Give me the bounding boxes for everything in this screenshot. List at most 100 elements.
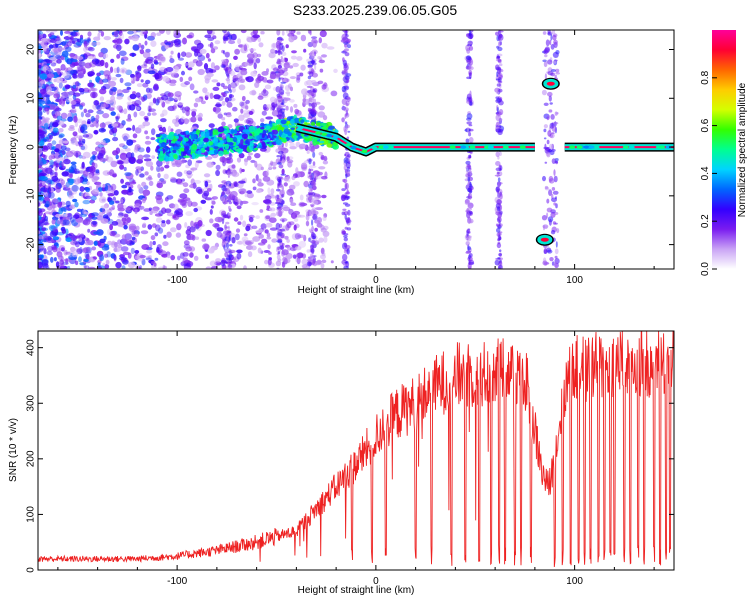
spectrogram-noise-speck xyxy=(270,70,276,75)
spectrogram-noise-speck xyxy=(173,94,180,101)
spectrogram-noise-speck xyxy=(38,69,42,76)
spectrogram-band-speck xyxy=(277,102,281,109)
spectrogram-noise-speck xyxy=(270,195,277,199)
spectrogram-noise-speck xyxy=(314,260,322,266)
spectrogram-ridge-speck xyxy=(224,129,228,134)
spectrogram-noise-speck xyxy=(130,247,135,255)
spectrogram-noise-speck xyxy=(244,193,249,198)
spectrogram-noise-speck xyxy=(113,67,119,74)
spectrogram-noise-speck xyxy=(258,42,264,48)
spectrogram-band-speck xyxy=(228,201,233,205)
spectrogram-band-speck xyxy=(464,201,471,205)
spectrogram-noise-speck xyxy=(71,184,79,192)
spectrogram-noise-speck xyxy=(41,167,47,174)
spectrogram-band-speck xyxy=(229,93,233,99)
spectrogram-noise-speck xyxy=(261,238,268,244)
spectrogram-noise-speck xyxy=(269,227,278,231)
spectrogram-noise-speck xyxy=(141,96,147,101)
spectrogram-noise-speck xyxy=(210,48,216,54)
spectrogram-ridge-spot xyxy=(593,145,600,149)
spectrogram-band-speck xyxy=(466,121,473,125)
spectrogram-noise-speck xyxy=(208,123,215,128)
spectrogram-noise-speck xyxy=(103,70,111,77)
spectrogram-noise-speck xyxy=(99,238,106,243)
spectrogram-band-speck xyxy=(551,187,556,191)
spectrogram-noise-speck xyxy=(134,208,138,215)
spectrogram-noise-speck xyxy=(296,74,301,81)
spectrogram-y-tick-label: -10 xyxy=(26,188,37,203)
spectrogram-noise-speck xyxy=(205,229,212,237)
spectrogram-band-speck xyxy=(225,113,232,118)
spectrogram-noise-speck xyxy=(165,30,171,35)
spectrogram-noise-speck xyxy=(38,194,43,199)
spectrogram-noise-speck xyxy=(246,53,255,59)
spectrogram-noise-speck xyxy=(290,55,297,60)
spectrogram-noise-speck xyxy=(87,31,92,37)
spectrogram-noise-speck xyxy=(50,38,57,44)
spectrogram-noise-speck xyxy=(63,249,68,256)
spectrogram-ridge-speck xyxy=(212,129,219,135)
snr-x-tick-label: 100 xyxy=(566,576,583,587)
spectrogram-noise-speck xyxy=(255,230,263,234)
spectrogram-noise-speck xyxy=(38,214,42,221)
spectrogram-noise-speck xyxy=(205,266,212,269)
spectrogram-band-speck xyxy=(544,73,548,81)
spectrogram-noise-speck xyxy=(40,161,44,166)
spectrogram-ridge-speck xyxy=(234,148,241,152)
spectrogram-noise-speck xyxy=(89,61,97,68)
spectrogram-noise-speck xyxy=(322,115,328,121)
spectrogram-noise-speck xyxy=(121,120,126,126)
spectrogram-noise-speck xyxy=(215,169,221,177)
spectrogram-noise-speck xyxy=(98,196,107,204)
spectrogram-noise-speck xyxy=(112,136,119,142)
spectrogram-noise-speck xyxy=(215,258,222,263)
spectrogram-band-speck xyxy=(496,106,499,113)
spectrogram-noise-speck xyxy=(142,222,147,227)
spectrogram-noise-speck xyxy=(116,66,120,74)
spectrogram-noise-speck xyxy=(158,61,162,66)
spectrogram-noise-speck xyxy=(238,44,244,48)
spectrogram-noise-speck xyxy=(186,233,195,241)
spectrogram-noise-speck xyxy=(93,100,100,106)
spectrogram-band-speck xyxy=(498,253,502,257)
spectrogram-band-speck xyxy=(465,241,470,246)
spectrogram-noise-speck xyxy=(113,38,119,45)
spectrogram-noise-speck xyxy=(62,71,70,79)
spectrogram-noise-speck xyxy=(160,166,165,172)
spectrogram-ridge-speck xyxy=(213,149,219,155)
spectrogram-band-speck xyxy=(495,87,500,95)
spectrogram-noise-speck xyxy=(333,68,338,73)
spectrogram-noise-speck xyxy=(157,172,161,178)
spectrogram-band-speck xyxy=(554,111,558,116)
spectrogram-noise-speck xyxy=(234,48,241,55)
spectrogram-noise-speck xyxy=(81,66,86,72)
spectrogram-noise-speck xyxy=(52,245,58,253)
colorbar-tick-label: 0.4 xyxy=(700,166,711,180)
spectrogram-noise-speck xyxy=(60,64,66,71)
spectrogram-noise-speck xyxy=(43,58,51,63)
spectrogram-band-speck xyxy=(346,136,350,140)
spectrogram-band-speck xyxy=(346,96,351,102)
spectrogram-noise-speck xyxy=(166,212,174,217)
spectrogram-noise-speck xyxy=(257,75,265,81)
spectrogram-band-speck xyxy=(223,66,229,71)
spectrogram-noise-speck xyxy=(163,68,168,74)
spectrogram-noise-speck xyxy=(107,240,113,246)
spectrogram-band-speck xyxy=(468,192,473,200)
spectrogram-band-speck xyxy=(468,137,474,143)
spectrogram-noise-speck xyxy=(67,187,72,193)
spectrogram-ridge-speck xyxy=(304,119,310,123)
spectrogram-noise-speck xyxy=(135,105,142,111)
spectrogram-noise-speck xyxy=(58,120,65,126)
spectrogram-band-speck xyxy=(495,223,499,227)
spectrogram-band-speck xyxy=(278,223,283,228)
spectrogram-ridge-speck xyxy=(271,122,278,127)
spectrogram-noise-speck xyxy=(233,217,239,222)
spectrogram-noise-speck xyxy=(121,133,130,140)
spectrogram-noise-speck xyxy=(212,223,220,228)
spectrogram-noise-speck xyxy=(144,117,149,122)
spectrogram-noise-speck xyxy=(99,254,105,262)
spectrogram-noise-speck xyxy=(81,130,88,134)
spectrogram-noise-speck xyxy=(220,92,226,96)
spectrogram-band-speck xyxy=(544,226,548,229)
